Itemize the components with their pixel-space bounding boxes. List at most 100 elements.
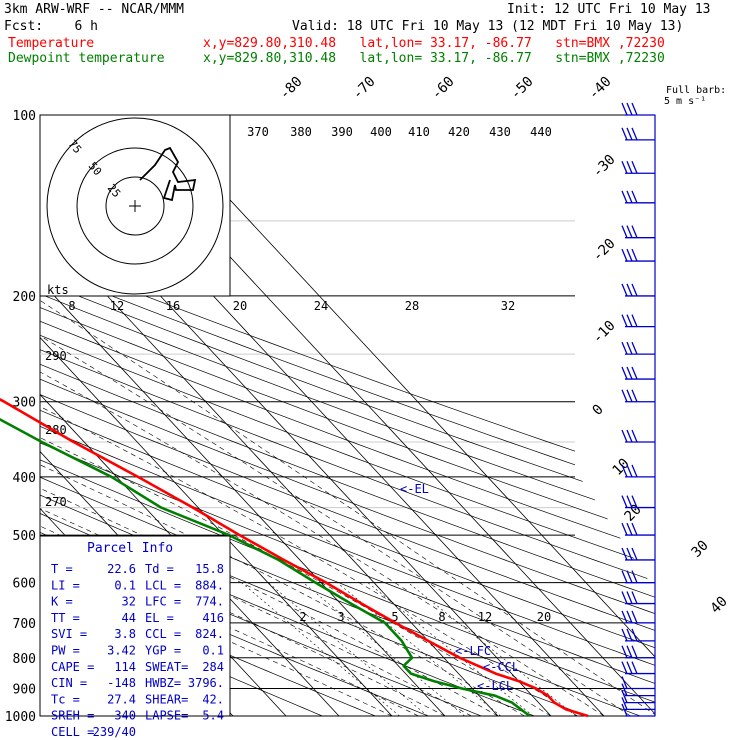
- mixing-ratio-line: [367, 582, 534, 716]
- isotherm-label: -10: [590, 318, 619, 347]
- theta-label: 410: [408, 125, 430, 139]
- theta-label: 380: [290, 125, 312, 139]
- pressure-tick-label: 300: [13, 396, 36, 411]
- isotherm-line: [150, 115, 655, 716]
- parcel-info-key: CCL =: [145, 627, 181, 641]
- theta-label: 12: [110, 299, 124, 313]
- parcel-info-value: 3.8: [114, 627, 136, 641]
- forecast-hour: Fcst: 6 h: [4, 19, 98, 34]
- parcel-info-value: 3.42: [107, 644, 136, 658]
- dry-adiabat-line: [40, 115, 655, 716]
- moist-adiabat-line: [40, 295, 525, 716]
- wind-barb: [621, 314, 655, 328]
- wind-barb-feather: [621, 283, 628, 297]
- parcel-info-value: 5.4: [202, 709, 224, 723]
- wind-barb: [621, 248, 655, 262]
- parcel-info-key: CIN =: [51, 676, 87, 690]
- wind-barb-feather: [626, 341, 633, 355]
- isotherm-label: 0: [590, 402, 607, 419]
- wind-barb-feather: [631, 225, 638, 238]
- wind-barb-feather: [626, 429, 633, 443]
- theta-label: 16: [166, 299, 180, 313]
- parcel-info-key: CELL =: [51, 725, 94, 739]
- mixing-ratio-label: 20: [537, 610, 551, 624]
- wind-barb-feather: [626, 591, 633, 604]
- pressure-tick-label: 1000: [5, 710, 36, 725]
- theta-label: 420: [448, 125, 470, 139]
- wind-barb: [621, 283, 655, 297]
- parcel-info-value: 114: [114, 660, 136, 674]
- theta-label: 24: [314, 299, 328, 313]
- pressure-tick-label: 700: [13, 617, 36, 632]
- wind-barb: [621, 522, 655, 536]
- wind-barb-feather: [621, 522, 628, 536]
- wind-barb: [621, 703, 655, 717]
- wind-barb: [621, 341, 655, 355]
- wind-barb-feather: [626, 248, 633, 262]
- wind-barb: [621, 160, 655, 174]
- parcel-info-value: 15.8: [195, 562, 224, 576]
- wind-barb-feather: [621, 341, 628, 355]
- parcel-info-key: HWBZ=: [145, 676, 181, 690]
- theta-label: 270: [45, 495, 67, 509]
- wind-barb: [621, 610, 655, 624]
- dry-adiabat-line: [40, 115, 655, 716]
- wind-barb-feather: [631, 102, 638, 116]
- pressure-tick-label: 900: [13, 682, 36, 697]
- wind-barb-feather: [621, 248, 628, 262]
- dry-adiabat-line: [40, 115, 655, 716]
- parcel-info-key: EL =: [145, 611, 174, 625]
- wind-barb-feather: [626, 464, 633, 478]
- wind-barb-feather: [621, 102, 628, 116]
- wind-barb-feather: [626, 547, 633, 561]
- moist-adiabat-line: [40, 295, 655, 716]
- wind-barb: [621, 495, 655, 509]
- wind-barb: [621, 591, 655, 605]
- wind-barb-feather: [631, 610, 638, 624]
- parcel-info-value: 884.: [195, 578, 224, 592]
- wind-barb-feather: [621, 127, 628, 141]
- parcel-info-key: Td =: [145, 562, 174, 576]
- wind-barb-feather: [626, 389, 633, 402]
- wind-barb-feather: [626, 127, 633, 141]
- wind-barb-feather: [631, 160, 638, 174]
- dry-adiabat-line: [40, 115, 655, 716]
- wind-barb-feather: [626, 102, 633, 116]
- parcel-info-key: SREH =: [51, 709, 94, 723]
- wind-barb-feather: [621, 389, 628, 402]
- wind-barb-feather: [631, 429, 638, 443]
- parcel-info-value: 3796.: [188, 676, 224, 690]
- hodograph-trace: [139, 146, 197, 202]
- wind-barb: [621, 225, 655, 239]
- wind-barb-feather: [621, 676, 628, 689]
- pressure-tick-label: 400: [13, 471, 36, 486]
- isotherm-label: 40: [708, 594, 731, 617]
- wind-barb-feather: [631, 570, 638, 583]
- mixing-ratio-line: [303, 582, 465, 716]
- isotherm-label: -20: [590, 236, 619, 265]
- theta-label: 400: [370, 125, 392, 139]
- wind-barb-feather: [621, 314, 628, 327]
- wind-barb-feather: [621, 683, 628, 696]
- parcel-info-key: Tc =: [51, 692, 80, 706]
- parcel-info-key: SHEAR=: [145, 692, 188, 706]
- temperature-legend-label: Temperature: [8, 36, 95, 51]
- dewpoint-profile-line: [0, 417, 531, 718]
- dry-adiabat-line: [40, 115, 655, 716]
- mixing-ratio-line: [408, 582, 577, 716]
- dry-adiabat-line: [40, 115, 655, 716]
- parcel-info-value: 239/40: [93, 725, 136, 739]
- wind-barb-feather: [626, 610, 633, 624]
- parcel-info-value: 32: [122, 595, 136, 609]
- pressure-tick-label: 800: [13, 652, 36, 667]
- parcel-info-value: 824.: [195, 627, 224, 641]
- wind-barb-feather: [621, 570, 628, 583]
- dry-adiabat-line: [40, 115, 655, 716]
- wind-barb-feather: [631, 283, 638, 297]
- mixing-ratio-label: 2: [299, 610, 306, 624]
- wind-barb-feather: [626, 160, 633, 174]
- wind-barb: [621, 190, 655, 204]
- isotherm-label: -80: [277, 74, 306, 103]
- dry-adiabat-line: [40, 115, 655, 716]
- parcel-info-value: 0.1: [202, 644, 224, 658]
